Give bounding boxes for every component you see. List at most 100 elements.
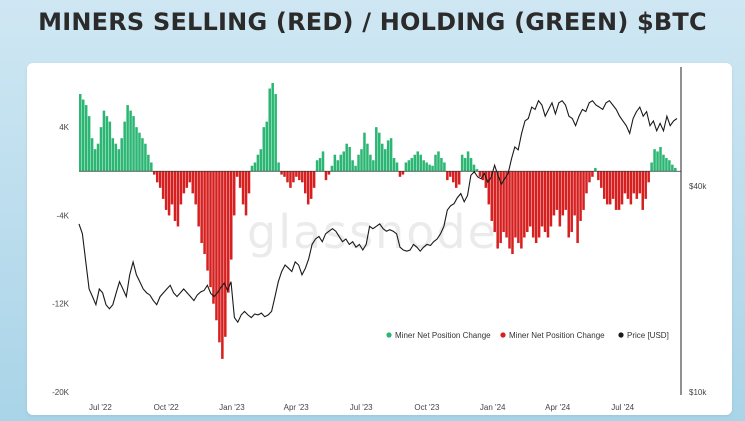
- bar-selling: [487, 171, 491, 205]
- bar-selling: [182, 171, 186, 194]
- bar-selling: [620, 171, 624, 205]
- x-tick-label: Oct '23: [414, 403, 440, 412]
- bar-selling: [540, 171, 544, 227]
- bar-holding: [386, 140, 390, 172]
- bar-holding: [407, 160, 411, 172]
- bar-holding: [434, 154, 437, 172]
- bar-selling: [327, 171, 331, 175]
- bar-holding: [99, 127, 103, 172]
- bar-selling: [457, 171, 461, 185]
- bar-holding: [253, 162, 257, 172]
- bar-holding: [662, 154, 665, 172]
- bar-selling: [597, 171, 600, 181]
- bar-holding: [114, 143, 118, 172]
- bar-holding: [144, 143, 147, 172]
- bar-holding: [674, 167, 677, 172]
- bar-holding: [342, 151, 345, 172]
- bar-selling: [449, 171, 452, 177]
- left-tick-label: -4K: [57, 211, 70, 220]
- bar-selling: [218, 171, 221, 343]
- bar-holding: [81, 99, 85, 172]
- bar-holding: [419, 154, 422, 172]
- bar-selling: [635, 171, 639, 199]
- bar-holding: [395, 162, 399, 172]
- bar-selling: [200, 171, 203, 244]
- bar-holding: [422, 160, 425, 172]
- bar-selling: [173, 171, 177, 221]
- bar-holding: [259, 149, 263, 172]
- bar-selling: [608, 171, 612, 205]
- bar-holding: [404, 162, 408, 172]
- bar-holding: [472, 164, 476, 172]
- bar-holding: [265, 121, 269, 172]
- bar-selling: [600, 171, 603, 188]
- bar-holding: [392, 158, 396, 172]
- bar-selling: [197, 171, 200, 227]
- bar-selling: [454, 171, 458, 188]
- bar-holding: [96, 143, 100, 172]
- legend: Miner Net Position Change Miner Net Posit…: [386, 331, 669, 340]
- bar-selling: [247, 171, 251, 194]
- bar-selling: [534, 171, 538, 244]
- bar-holding: [277, 162, 280, 172]
- bar-selling: [567, 171, 570, 238]
- bar-holding: [271, 83, 274, 172]
- bar-selling: [241, 171, 245, 205]
- bar-selling: [170, 171, 174, 205]
- bar-selling: [573, 171, 576, 216]
- chart-svg: glassnode 4K -4K -12K -20K $40k $10k Jul '22…: [52, 67, 707, 412]
- bar-selling: [209, 171, 212, 288]
- bar-holding: [336, 160, 340, 172]
- bar-selling: [295, 171, 298, 177]
- x-tick-label: Jul '22: [89, 403, 112, 412]
- bar-selling: [579, 171, 582, 221]
- bar-holding: [318, 158, 322, 172]
- bar-holding: [79, 94, 82, 172]
- bar-holding: [357, 154, 360, 172]
- bar-holding: [366, 143, 369, 172]
- bar-selling: [324, 171, 328, 181]
- bar-selling: [446, 171, 449, 181]
- bar-selling: [280, 171, 283, 175]
- bar-selling: [617, 171, 621, 210]
- bar-holding: [475, 169, 479, 172]
- bar-holding: [147, 154, 150, 172]
- bar-holding: [105, 116, 109, 172]
- bar-selling: [517, 171, 520, 244]
- bar-selling: [176, 171, 180, 227]
- bar-holding: [656, 151, 659, 172]
- bar-selling: [585, 171, 588, 194]
- bar-holding: [360, 149, 363, 172]
- bar-selling: [561, 171, 565, 216]
- bar-selling: [158, 171, 162, 188]
- x-axis-ticks: Jul '22 Oct '22 Jan '23 Apr '23 Jul '23 Oct '…: [89, 403, 635, 412]
- bar-selling: [611, 171, 615, 199]
- legend-label: Miner Net Position Change: [509, 331, 605, 340]
- x-tick-label: Apr '24: [545, 403, 571, 412]
- legend-swatch: [386, 332, 392, 338]
- bar-holding: [668, 160, 671, 172]
- bar-selling: [224, 171, 227, 337]
- bar-selling: [215, 171, 218, 321]
- bar-selling: [543, 171, 547, 232]
- bar-selling: [552, 171, 556, 216]
- bar-holding: [425, 162, 428, 172]
- bar-selling: [401, 171, 405, 175]
- bar-selling: [638, 171, 642, 194]
- bar-holding: [256, 154, 260, 172]
- bar-holding: [363, 132, 366, 172]
- bar-selling: [528, 171, 532, 227]
- bar-selling: [164, 171, 168, 210]
- bar-holding: [413, 154, 417, 172]
- bar-selling: [546, 171, 550, 238]
- bar-selling: [227, 171, 230, 293]
- bar-holding: [132, 116, 135, 172]
- legend-label: Miner Net Position Change: [395, 331, 491, 340]
- bar-selling: [520, 171, 523, 249]
- bar-selling: [153, 171, 156, 175]
- bar-holding: [416, 151, 420, 172]
- bar-selling: [238, 171, 242, 188]
- bar-holding: [354, 165, 357, 172]
- right-tick-label: $40k: [689, 182, 707, 191]
- bar-holding: [111, 138, 115, 172]
